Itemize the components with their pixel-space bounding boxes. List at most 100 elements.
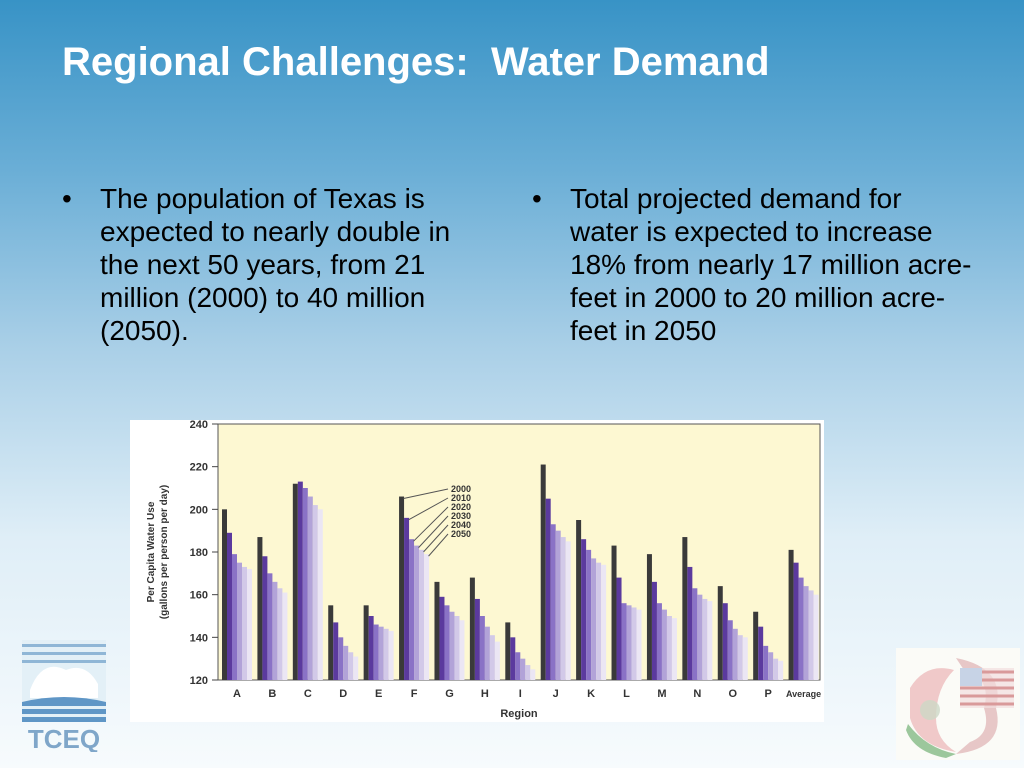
bar-D-2030 [343, 645, 349, 680]
bar-I-2010 [510, 637, 516, 680]
legend-leader-line [428, 533, 449, 557]
bar-N-2030 [697, 594, 703, 680]
bar-B-2010 [262, 556, 268, 680]
bullet-list-right: • Total projected demand for water is ex… [532, 182, 972, 347]
y-axis-label: Per Capita Water Use (gallons per person … [146, 485, 170, 619]
legend-leader-line [418, 515, 449, 548]
bar-G-2030 [449, 611, 455, 680]
y-tick-label: 240 [190, 420, 208, 431]
legend-label-2030: 2030 [451, 511, 471, 521]
bar-P-2020 [763, 645, 769, 680]
bar-P-2040 [773, 658, 779, 680]
x-tick-label: F [411, 688, 418, 700]
bar-E-2040 [383, 628, 389, 680]
x-tick-label: C [304, 688, 312, 700]
x-tick-label: G [445, 688, 454, 700]
bar-N-2050 [707, 601, 713, 680]
bar-C-2030 [307, 496, 313, 680]
legend-leader-line [408, 497, 449, 521]
bar-B-2030 [272, 581, 278, 680]
bar-B-2040 [277, 588, 283, 680]
bar-C-2040 [312, 505, 318, 680]
border-region-logo [896, 648, 1020, 760]
legend-leader-line [423, 524, 449, 553]
bar-H-2020 [479, 616, 485, 680]
bar-Average-2020 [798, 577, 804, 680]
bar-Average-2040 [808, 590, 814, 680]
bar-L-2020 [621, 603, 627, 680]
bar-J-2030 [555, 530, 561, 680]
bullet-list-left: • The population of Texas is expected to… [62, 182, 482, 347]
bar-K-2040 [596, 562, 602, 680]
x-axis-label: Region [500, 708, 538, 720]
bar-D-2010 [333, 622, 339, 680]
bar-N-2010 [687, 566, 693, 680]
bar-J-2020 [550, 524, 556, 680]
bar-K-2000 [576, 520, 582, 680]
bar-J-2040 [560, 537, 566, 680]
bar-I-2030 [520, 658, 526, 680]
bar-D-2020 [338, 637, 344, 680]
bar-I-2020 [515, 652, 521, 680]
legend-label-2040: 2040 [451, 520, 471, 530]
bar-G-2050 [459, 620, 465, 680]
bar-C-2050 [317, 509, 323, 680]
bar-G-2040 [454, 616, 460, 680]
bar-N-2020 [692, 588, 698, 680]
bar-K-2010 [581, 539, 587, 680]
water-use-chart: 120 140 160 180 200 220 240 A B C D E F G H I J K L M N O P Ave… [130, 420, 824, 722]
bar-Average-2010 [793, 562, 799, 680]
legend-leader-line [413, 506, 449, 542]
bar-P-2010 [758, 626, 764, 680]
bar-O-2000 [717, 586, 723, 680]
x-tick-label: A [233, 688, 241, 700]
bar-C-2000 [292, 483, 298, 680]
legend-label-2010: 2010 [451, 493, 471, 503]
legend-label-2020: 2020 [451, 502, 471, 512]
x-tick-label: K [587, 688, 595, 700]
bar-F-2030 [414, 545, 420, 680]
bar-O-2040 [737, 635, 743, 680]
bar-O-2030 [732, 628, 738, 680]
bar-E-2010 [368, 616, 374, 680]
x-tick-label: N [693, 688, 701, 700]
bar-D-2000 [328, 605, 334, 680]
bar-C-2020 [302, 488, 308, 680]
bar-B-2050 [282, 592, 288, 680]
y-tick-label: 220 [190, 462, 208, 474]
bar-P-2000 [753, 611, 759, 680]
bar-B-2020 [267, 573, 273, 680]
tceq-logo: TCEQ [22, 640, 106, 752]
bar-O-2010 [722, 603, 728, 680]
bar-M-2040 [666, 616, 672, 680]
bullet-item: • The population of Texas is expected to… [62, 182, 482, 347]
bar-M-2030 [661, 609, 667, 680]
y-tick-label: 160 [190, 590, 208, 602]
bar-J-2010 [545, 498, 551, 680]
bar-L-2000 [611, 545, 617, 680]
flag-emblem-icon [896, 648, 1020, 760]
y-tick-label: 140 [190, 632, 208, 644]
bar-L-2030 [626, 605, 632, 680]
bar-O-2020 [727, 620, 733, 680]
bar-F-2040 [419, 549, 425, 680]
bar-E-2020 [373, 624, 379, 680]
bar-J-2050 [565, 541, 571, 680]
x-tick-label: I [519, 688, 522, 700]
bar-Average-2030 [803, 586, 809, 680]
bullet-symbol: • [532, 183, 542, 214]
bar-A-2010 [227, 532, 232, 680]
bar-F-2050 [424, 554, 430, 680]
bar-G-2020 [444, 605, 450, 680]
bar-N-2000 [682, 537, 688, 680]
slide-title: Regional Challenges: Water Demand [62, 40, 770, 84]
bar-E-2030 [378, 626, 384, 680]
bar-M-2010 [651, 581, 657, 680]
x-tick-label: P [765, 688, 772, 700]
bar-K-2050 [601, 564, 607, 680]
legend-label-2000: 2000 [451, 484, 471, 494]
bar-O-2050 [742, 637, 748, 680]
bar-K-2030 [591, 558, 597, 680]
bullet-symbol: • [62, 183, 72, 214]
bar-L-2040 [631, 607, 637, 680]
